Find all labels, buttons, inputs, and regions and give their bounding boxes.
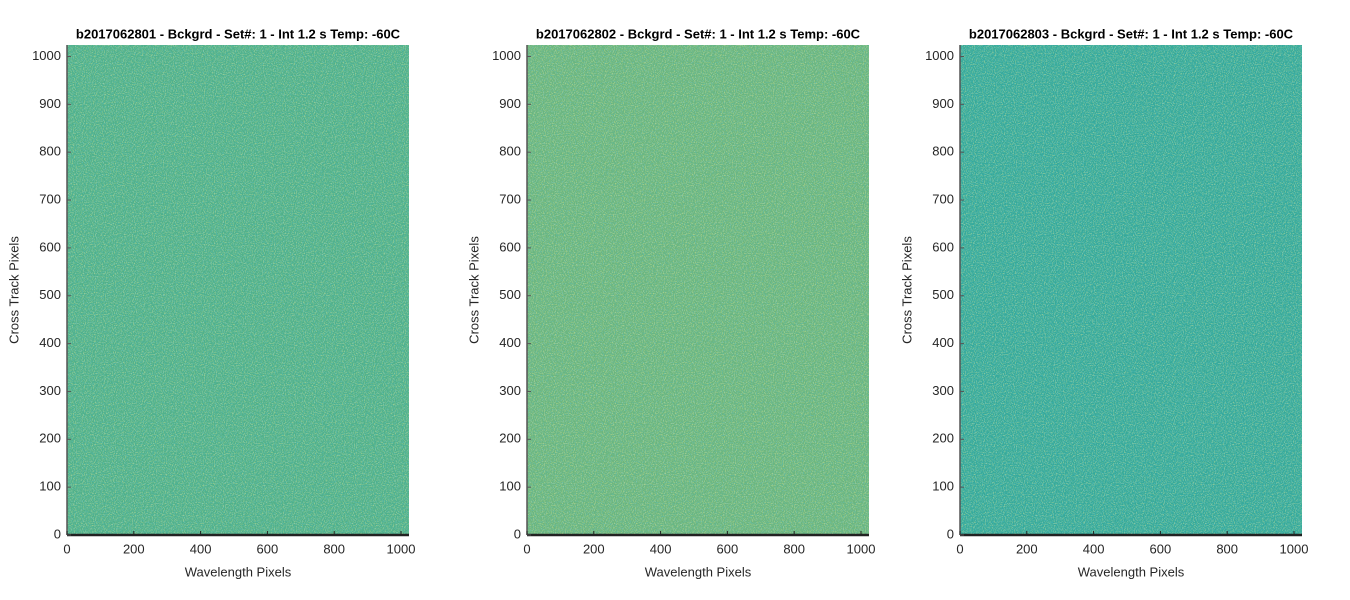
- y-tick-label: 0: [54, 526, 61, 541]
- x-tick-label: 800: [323, 541, 345, 556]
- y-tick-label: 300: [499, 383, 521, 398]
- x-tick-label: 1000: [847, 541, 876, 556]
- y-tick-label: 800: [499, 144, 521, 159]
- image-noise: [527, 45, 869, 535]
- x-axis-label: Wavelength Pixels: [1078, 564, 1185, 579]
- y-tick-label: 200: [499, 431, 521, 446]
- y-tick-label: 600: [39, 239, 61, 254]
- y-tick-label: 1000: [925, 48, 954, 63]
- panel: 0 200 400 600 800 1000 0 100 200 300 400 500 600 700 8…: [466, 26, 875, 579]
- x-tick-label: 200: [583, 541, 605, 556]
- y-tick-label: 100: [499, 479, 521, 494]
- y-tick-label: 500: [39, 287, 61, 302]
- y-tick-label: 1000: [32, 48, 61, 63]
- y-tick-label: 800: [39, 144, 61, 159]
- x-tick-label: 800: [783, 541, 805, 556]
- y-tick-label: 900: [39, 96, 61, 111]
- x-tick-label: 600: [257, 541, 279, 556]
- x-tick-label: 400: [650, 541, 672, 556]
- y-tick-label: 400: [932, 335, 954, 350]
- x-tick-label: 1000: [1280, 541, 1309, 556]
- y-tick-label: 300: [932, 383, 954, 398]
- y-tick-label: 200: [932, 431, 954, 446]
- x-tick-label: 0: [956, 541, 963, 556]
- x-tick-label: 200: [1016, 541, 1038, 556]
- panel: 0 200 400 600 800 1000 0 100 200 300 400 500 600 700 8…: [6, 26, 415, 579]
- y-tick-label: 900: [499, 96, 521, 111]
- x-axis-label: Wavelength Pixels: [645, 564, 752, 579]
- x-tick-label: 800: [1216, 541, 1238, 556]
- x-tick-label: 200: [123, 541, 145, 556]
- x-tick-label: 0: [63, 541, 70, 556]
- y-tick-label: 100: [932, 479, 954, 494]
- x-tick-label: 400: [1083, 541, 1105, 556]
- y-tick-label: 600: [932, 239, 954, 254]
- x-tick-label: 600: [717, 541, 739, 556]
- y-axis-label: Cross Track Pixels: [466, 236, 481, 344]
- y-tick-label: 0: [514, 526, 521, 541]
- y-tick-label: 400: [499, 335, 521, 350]
- y-tick-label: 900: [932, 96, 954, 111]
- y-tick-label: 300: [39, 383, 61, 398]
- y-tick-label: 700: [39, 191, 61, 206]
- y-tick-label: 800: [932, 144, 954, 159]
- y-tick-label: 700: [499, 191, 521, 206]
- y-tick-label: 1000: [492, 48, 521, 63]
- x-tick-label: 0: [523, 541, 530, 556]
- image-noise: [67, 45, 409, 535]
- x-axis-label: Wavelength Pixels: [185, 564, 292, 579]
- y-tick-label: 0: [947, 526, 954, 541]
- chart-title: b2017062802 - Bckgrd - Set#: 1 - Int 1.2…: [536, 26, 861, 41]
- chart-title: b2017062803 - Bckgrd - Set#: 1 - Int 1.2…: [969, 26, 1294, 41]
- x-tick-label: 600: [1150, 541, 1172, 556]
- y-tick-label: 100: [39, 479, 61, 494]
- y-axis-label: Cross Track Pixels: [899, 236, 914, 344]
- y-tick-label: 500: [932, 287, 954, 302]
- y-tick-label: 500: [499, 287, 521, 302]
- x-tick-label: 1000: [387, 541, 416, 556]
- y-tick-label: 200: [39, 431, 61, 446]
- chart-title: b2017062801 - Bckgrd - Set#: 1 - Int 1.2…: [76, 26, 401, 41]
- panel: 0 200 400 600 800 1000 0 100 200 300 400 500 600 700 8…: [899, 26, 1308, 579]
- y-axis-label: Cross Track Pixels: [6, 236, 21, 344]
- x-tick-label: 400: [190, 541, 212, 556]
- y-tick-label: 700: [932, 191, 954, 206]
- image-noise: [960, 45, 1302, 535]
- y-tick-label: 600: [499, 239, 521, 254]
- y-tick-label: 400: [39, 335, 61, 350]
